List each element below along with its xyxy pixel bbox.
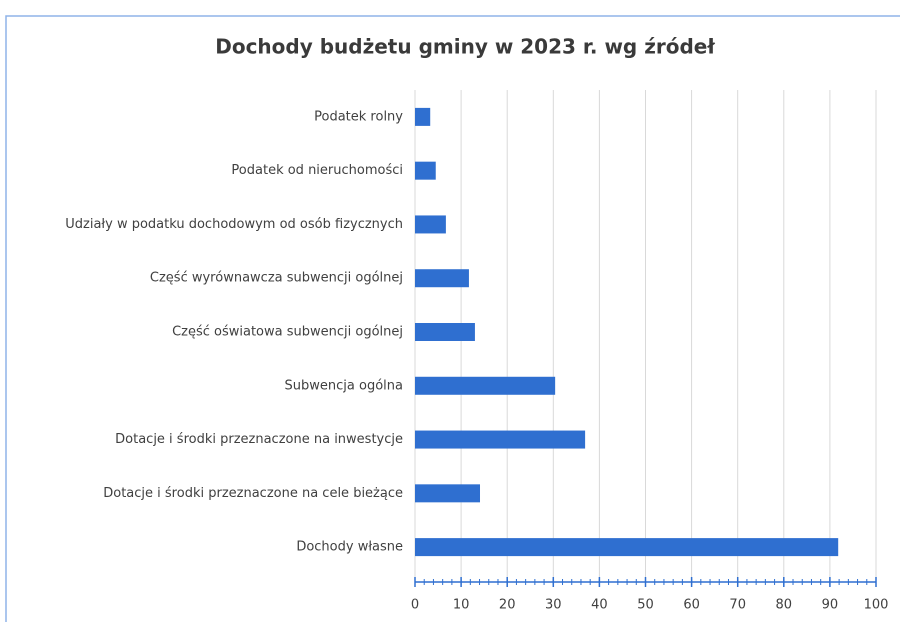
x-tick-label: 90 — [822, 598, 839, 613]
bar — [415, 376, 556, 395]
bar — [415, 215, 446, 234]
x-tick-label: 100 — [864, 598, 889, 613]
y-tick-label: Dotacje i środki przeznaczone na inwesty… — [115, 432, 403, 447]
bar — [415, 323, 475, 341]
y-tick-label: Subwencja ogólna — [285, 378, 403, 393]
y-tick-label: Podatek rolny — [314, 109, 403, 124]
x-tick-label: 10 — [453, 598, 470, 613]
y-tick-label: Dotacje i środki przeznaczone na cele bi… — [103, 486, 403, 501]
x-tick-label: 30 — [545, 598, 562, 613]
bar — [415, 430, 586, 449]
y-tick-label: Udziały w podatku dochodowym od osób fiz… — [65, 217, 403, 232]
x-tick-label: 50 — [637, 598, 654, 613]
x-tick-label: 80 — [776, 598, 793, 613]
x-tick-label: 70 — [729, 598, 746, 613]
y-tick-label: Część oświatowa subwencji ogólnej — [172, 325, 403, 340]
y-tick-label: Dochody własne — [296, 540, 403, 555]
bar — [415, 484, 481, 503]
y-tick-label: Podatek od nieruchomości — [231, 163, 403, 178]
bar — [415, 107, 431, 126]
x-tick-label: 60 — [683, 598, 700, 613]
chart-frame — [5, 15, 900, 622]
bar — [415, 269, 469, 288]
x-tick-label: 20 — [499, 598, 516, 613]
x-tick-label: 0 — [411, 598, 419, 613]
x-tick-label: 40 — [591, 598, 608, 613]
bar — [415, 161, 436, 180]
y-tick-label: Część wyrównawcza subwencji ogólnej — [150, 271, 403, 286]
bar — [415, 538, 839, 557]
chart-title: Dochody budżetu gminy w 2023 r. wg źróde… — [215, 35, 715, 59]
